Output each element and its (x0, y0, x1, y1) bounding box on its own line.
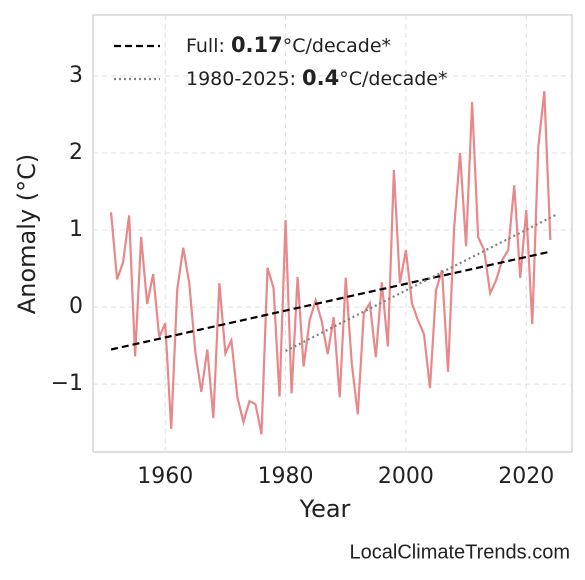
y-tick-label: 0 (69, 294, 83, 319)
y-axis-label: Anomaly (°C) (13, 154, 41, 314)
legend-text-part: Full: (186, 35, 231, 57)
legend-text-part: 1980-2025: (186, 68, 302, 90)
x-axis-label: Year (299, 495, 351, 523)
legend-text-part: 0.17 (231, 33, 283, 57)
y-tick-label: −1 (51, 371, 83, 396)
legend-label: Full: 0.17°C/decade* (186, 33, 391, 57)
legend-label: 1980-2025: 0.4°C/decade* (186, 66, 447, 90)
x-tick-label: 2020 (498, 464, 554, 489)
legend-text-part: °C/decade* (283, 35, 391, 57)
trend-line (110, 250, 551, 351)
source: LocalClimateTrends.com (350, 541, 570, 563)
y-tick-label: 1 (69, 217, 83, 242)
x-tick-label: 2000 (378, 464, 434, 489)
y-tick-label: 2 (69, 140, 83, 165)
y-tick-label: 3 (69, 63, 83, 88)
legend-text-part: °C/decade* (339, 68, 447, 90)
legend-text-part: 0.4 (302, 66, 339, 90)
x-tick-label: 1960 (137, 464, 193, 489)
trend-line (285, 213, 557, 353)
x-tick-label: 1980 (258, 464, 314, 489)
anomaly-line (109, 91, 552, 435)
